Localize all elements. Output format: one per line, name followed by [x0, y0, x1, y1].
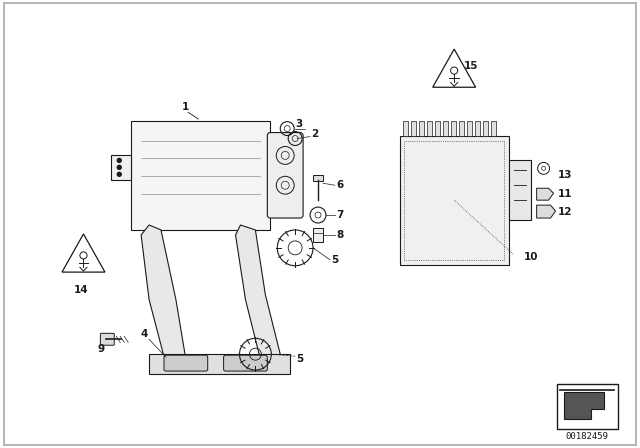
- Bar: [444, 121, 448, 136]
- Bar: [475, 121, 480, 136]
- Text: 6: 6: [336, 180, 344, 190]
- Text: 15: 15: [464, 61, 478, 71]
- Bar: [459, 121, 464, 136]
- Bar: [404, 141, 504, 260]
- FancyBboxPatch shape: [268, 133, 303, 218]
- FancyBboxPatch shape: [223, 355, 268, 371]
- Bar: [412, 121, 417, 136]
- Text: 3: 3: [296, 119, 303, 129]
- Bar: [111, 155, 131, 180]
- Text: 5: 5: [296, 354, 304, 364]
- Text: 14: 14: [74, 284, 89, 295]
- Circle shape: [117, 165, 121, 169]
- Bar: [403, 121, 408, 136]
- Bar: [491, 121, 496, 136]
- Bar: [557, 384, 618, 429]
- Text: 10: 10: [524, 252, 538, 262]
- Bar: [419, 121, 424, 136]
- Polygon shape: [537, 188, 554, 200]
- Bar: [399, 136, 509, 265]
- FancyBboxPatch shape: [131, 121, 270, 230]
- Circle shape: [117, 172, 121, 177]
- Polygon shape: [149, 354, 290, 374]
- Text: 5: 5: [332, 255, 339, 265]
- Text: 2: 2: [312, 129, 319, 138]
- Text: 8: 8: [336, 230, 344, 240]
- Bar: [313, 228, 323, 242]
- FancyBboxPatch shape: [164, 355, 208, 371]
- Text: 11: 11: [558, 189, 573, 199]
- Text: 12: 12: [558, 207, 573, 217]
- Polygon shape: [141, 225, 186, 364]
- Bar: [451, 121, 456, 136]
- Bar: [509, 160, 531, 220]
- Bar: [467, 121, 472, 136]
- Text: 4: 4: [140, 329, 148, 339]
- Polygon shape: [236, 225, 280, 359]
- Bar: [435, 121, 440, 136]
- Text: 1: 1: [182, 102, 189, 112]
- Text: 9: 9: [98, 344, 105, 354]
- Circle shape: [117, 159, 121, 162]
- Polygon shape: [564, 392, 604, 419]
- FancyBboxPatch shape: [100, 333, 115, 345]
- Text: 7: 7: [336, 210, 344, 220]
- Text: 13: 13: [558, 170, 573, 180]
- Bar: [313, 175, 323, 181]
- Bar: [483, 121, 488, 136]
- Polygon shape: [537, 205, 556, 218]
- Text: 00182459: 00182459: [566, 432, 609, 441]
- Bar: [428, 121, 432, 136]
